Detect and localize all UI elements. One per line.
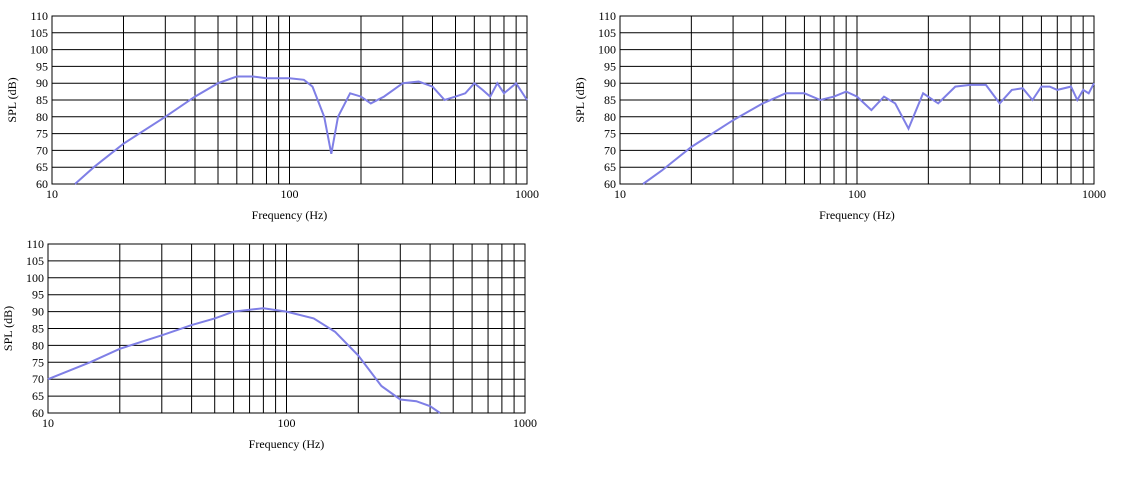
x-tick-label: 1000 (515, 187, 539, 201)
y-tick-label: 75 (604, 127, 616, 141)
x-tick-label: 1000 (1082, 187, 1106, 201)
x-tick-label: 10 (614, 187, 626, 201)
line (47, 307, 441, 414)
y-tick-label: 60 (36, 177, 48, 191)
y-tick-label: 100 (26, 271, 44, 285)
x-axis-label: Frequency (Hz) (819, 208, 895, 222)
plot-frame (619, 15, 1095, 185)
y-tick-label: 70 (36, 143, 48, 157)
y-tick-label: 60 (32, 406, 44, 420)
x-tick-label: 1000 (513, 416, 537, 430)
x-tick-label: 100 (281, 187, 299, 201)
y-tick-label: 105 (26, 254, 44, 268)
y-axis-label: SPL (dB) (5, 77, 19, 122)
x-tick-label: 100 (848, 187, 866, 201)
y-tick-label: 100 (598, 43, 616, 57)
y-tick-label: 65 (36, 160, 48, 174)
y-axis-label: SPL (dB) (573, 77, 587, 122)
y-tick-label: 80 (604, 110, 616, 124)
x-tick-label: 100 (278, 416, 296, 430)
y-tick-label: 75 (32, 355, 44, 369)
y-tick-label: 85 (32, 322, 44, 336)
y-tick-label: 95 (36, 59, 48, 73)
y-tick-label: 105 (30, 26, 48, 40)
y-tick-label: 105 (598, 26, 616, 40)
y-tick-label: 90 (32, 305, 44, 319)
y-tick-label: 80 (32, 338, 44, 352)
y-tick-label: 65 (32, 389, 44, 403)
line (74, 75, 528, 185)
line (642, 82, 1095, 185)
y-tick-label: 80 (36, 110, 48, 124)
y-axis-label: SPL (dB) (1, 306, 15, 351)
x-tick-label: 10 (46, 187, 58, 201)
y-tick-label: 95 (604, 59, 616, 73)
y-tick-label: 90 (36, 76, 48, 90)
y-tick-label: 85 (36, 93, 48, 107)
x-tick-label: 10 (42, 416, 54, 430)
y-tick-label: 110 (30, 9, 48, 23)
x-axis-label: Frequency (Hz) (249, 437, 325, 451)
y-tick-label: 95 (32, 288, 44, 302)
x-axis-label: Frequency (Hz) (252, 208, 328, 222)
y-tick-label: 60 (604, 177, 616, 191)
y-tick-label: 110 (26, 237, 44, 251)
y-tick-label: 70 (32, 372, 44, 386)
y-tick-label: 70 (604, 143, 616, 157)
y-tick-label: 110 (598, 9, 616, 23)
y-tick-label: 65 (604, 160, 616, 174)
plot-frame (47, 243, 526, 414)
y-tick-label: 75 (36, 127, 48, 141)
y-tick-label: 100 (30, 43, 48, 57)
y-tick-label: 90 (604, 76, 616, 90)
y-tick-label: 85 (604, 93, 616, 107)
